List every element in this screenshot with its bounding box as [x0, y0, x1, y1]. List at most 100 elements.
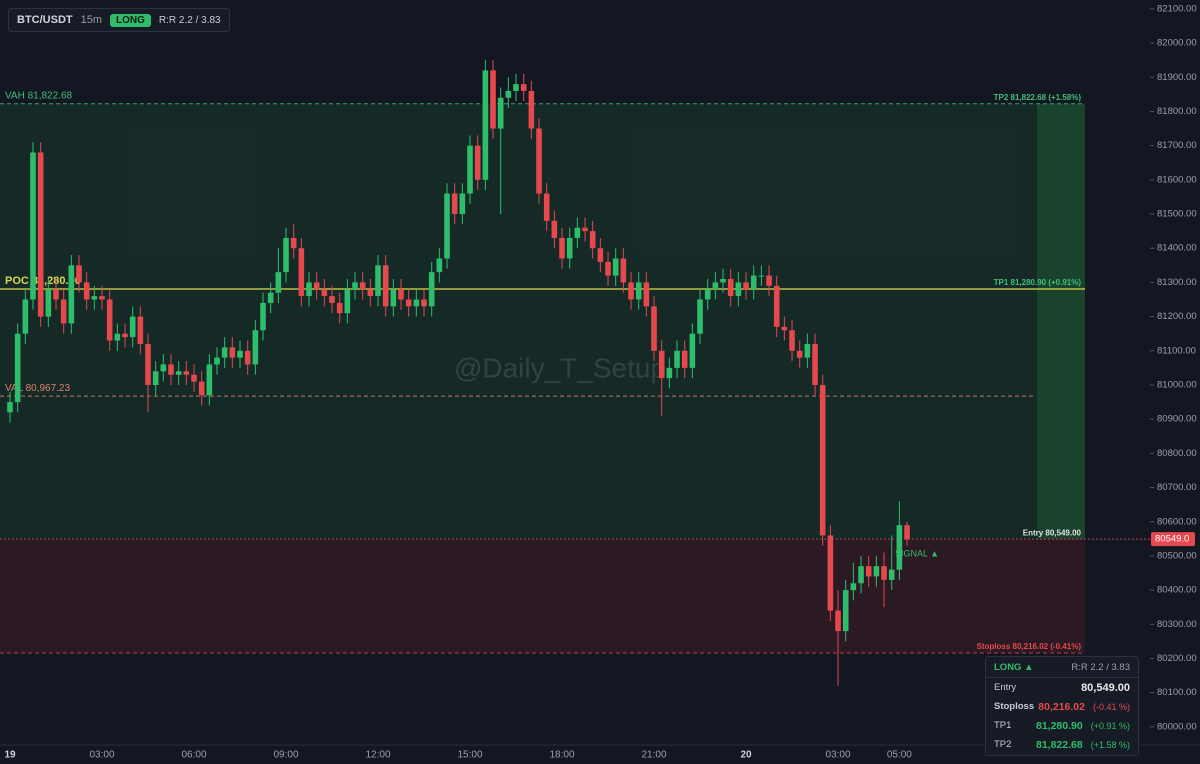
- candle-body: [804, 343, 811, 358]
- y-tick-label: 80700.00: [1157, 482, 1197, 493]
- row-label: Stoploss: [994, 701, 1035, 712]
- candle-body: [53, 289, 59, 300]
- candle-body: [436, 258, 443, 273]
- candle-body: [405, 299, 412, 307]
- level-label: VAH 81,822.68: [5, 90, 73, 101]
- candle-body: [497, 97, 504, 129]
- candle-body: [14, 333, 21, 403]
- signal-label: SIGNAL ▲: [895, 549, 939, 559]
- row-change: (+1.58 %): [1090, 739, 1130, 750]
- candle-body: [697, 299, 703, 334]
- candle-body: [229, 347, 236, 358]
- position-panel: LONG ▲ R:R 2.2 / 3.83 Entry 80,549.00 Stop…: [985, 656, 1139, 756]
- candle-body: [766, 275, 772, 286]
- y-tick-label: 80200.00: [1157, 653, 1197, 664]
- y-tick-label: 80400.00: [1157, 585, 1197, 596]
- candle-body: [743, 282, 749, 290]
- candle-body: [413, 299, 420, 307]
- y-tick-label: 82000.00: [1157, 38, 1197, 49]
- candle-body: [881, 566, 887, 580]
- candle-body: [704, 289, 711, 300]
- candle-body: [520, 84, 527, 91]
- candle-body: [367, 289, 374, 297]
- y-tick-label: 81200.00: [1157, 311, 1197, 322]
- candle-body: [336, 302, 343, 314]
- candle-body: [873, 566, 880, 577]
- candle-body: [359, 282, 366, 290]
- candle-body: [796, 350, 803, 358]
- price-axis-bg: [1150, 0, 1200, 764]
- candle-body: [597, 248, 604, 262]
- y-tick-label: 80100.00: [1157, 687, 1197, 698]
- candle-body: [750, 275, 757, 290]
- candle-body: [490, 70, 496, 129]
- candle-body: [758, 275, 765, 277]
- candle-body: [421, 299, 427, 307]
- candle-body: [444, 193, 450, 259]
- candle-body: [727, 278, 734, 297]
- candle-body: [283, 237, 289, 273]
- x-tick-label: 15:00: [458, 750, 483, 761]
- row-value: 81,822.68: [1036, 738, 1083, 751]
- candle-body: [658, 350, 665, 379]
- candle-body: [145, 343, 151, 385]
- candle-body: [30, 152, 36, 300]
- candle-body: [827, 535, 834, 611]
- candle-body: [7, 402, 13, 413]
- candle-body: [835, 610, 841, 632]
- candle-body: [306, 282, 312, 297]
- panel-row: Entry 80,549.00: [986, 678, 1138, 697]
- background-layer: @Daily_T_Setup: [0, 103, 1085, 654]
- y-tick-label: 81700.00: [1157, 140, 1197, 151]
- candle-body: [551, 220, 558, 238]
- candle-body: [735, 282, 742, 297]
- header: BTC/USDT 15m LONG R:R 2.2 / 3.83: [8, 8, 230, 32]
- candle-body: [83, 282, 90, 300]
- y-tick-label: 81300.00: [1157, 277, 1197, 288]
- candle-body: [137, 316, 144, 344]
- y-tick-label: 81100.00: [1157, 345, 1196, 356]
- profit-zone: [0, 103, 1085, 540]
- y-tick-label: 81000.00: [1157, 379, 1197, 390]
- candle-body: [106, 299, 113, 341]
- candle-body: [344, 289, 351, 314]
- candle-body: [122, 333, 128, 338]
- candle-body: [643, 282, 650, 307]
- x-tick-label: 09:00: [273, 750, 298, 761]
- symbol: BTC/USDT: [17, 14, 73, 26]
- candle-body: [635, 282, 642, 300]
- row-change: (-0.41 %): [1092, 701, 1130, 712]
- candle-body: [275, 272, 282, 293]
- y-tick-label: 80800.00: [1157, 448, 1197, 459]
- x-tick-label: 05:00: [887, 750, 912, 761]
- candle-body: [99, 296, 105, 300]
- row-label: TP2: [994, 739, 1012, 750]
- candle-body: [819, 384, 826, 536]
- candle-body: [505, 90, 512, 98]
- y-tick-label: 80600.00: [1157, 516, 1197, 527]
- candle-body: [605, 261, 611, 276]
- y-tick-label: 80900.00: [1157, 414, 1197, 425]
- candle-body: [252, 330, 259, 365]
- target-label: Stoploss 80,216.02 (-0.41%): [977, 642, 1082, 651]
- candle-body: [260, 302, 266, 331]
- candle-body: [543, 193, 550, 221]
- row-value: 80,216.02: [1038, 700, 1085, 713]
- x-tick-label: 21:00: [642, 750, 667, 761]
- target-label: TP2 81,822.68 (+1.58%): [994, 93, 1082, 102]
- candle-body: [60, 299, 67, 324]
- x-tick-label: 18:00: [550, 750, 575, 761]
- candle-body: [329, 296, 335, 303]
- x-tick-label: 12:00: [366, 750, 391, 761]
- candle-body: [91, 296, 98, 300]
- panel-row: Stoploss 80,216.02 (-0.41 %): [986, 697, 1138, 716]
- candle-body: [888, 569, 895, 580]
- y-tick-label: 80000.00: [1157, 721, 1197, 732]
- candle-body: [666, 367, 673, 379]
- y-tick-label: 80500.00: [1157, 550, 1197, 561]
- row-change: (+0.91 %): [1090, 720, 1130, 731]
- target-label: Entry 80,549.00: [1023, 528, 1082, 537]
- risk-reward: R:R 2.2 / 3.83: [158, 14, 221, 26]
- candle-body: [198, 381, 205, 396]
